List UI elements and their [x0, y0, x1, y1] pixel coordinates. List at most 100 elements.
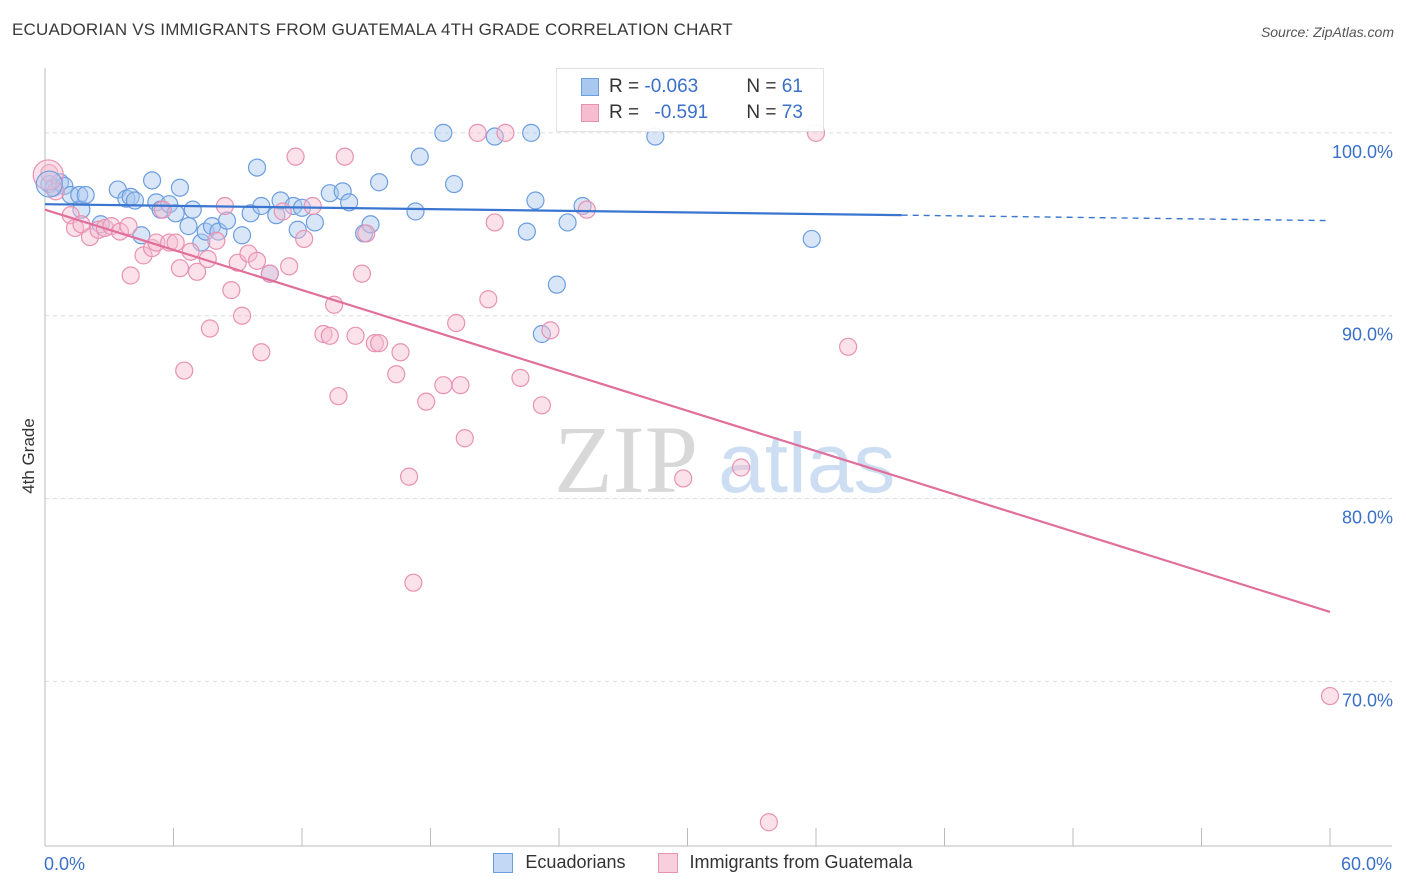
guatemala-point [295, 229, 314, 249]
ecuadorian-point [35, 170, 63, 198]
y-axis-label: 4th Grade [19, 418, 38, 494]
guatemala-point [577, 200, 596, 219]
ecuadorian-point [526, 191, 545, 210]
watermark-zip: ZIP [554, 406, 698, 513]
ecuadorian-point [183, 200, 202, 219]
guatemala-point [121, 266, 140, 285]
y-tick-label: 100.0% [1332, 142, 1393, 162]
guatemala-point [496, 123, 515, 142]
guatemala-point [200, 319, 220, 338]
chart-title: ECUADORIAN VS IMMIGRANTS FROM GUATEMALA … [12, 20, 733, 39]
ecuadorian-point [802, 229, 821, 249]
legend-swatch-ecuadorians [581, 78, 599, 96]
x-tick-label: 60.0% [1341, 854, 1392, 874]
guatemala-point [387, 365, 406, 384]
ecuadorian-point [305, 213, 324, 232]
guatemala-point [187, 262, 207, 281]
legend-swatch-ecuadorians [493, 852, 514, 873]
ecuadorian-point [340, 193, 359, 212]
series-legend: Ecuadorians Immigrants from Guatemala [0, 852, 1406, 873]
guatemala-point [357, 224, 376, 243]
guatemala-point [404, 573, 423, 592]
guatemala-point [399, 467, 419, 486]
ecuadorian-point [142, 171, 162, 190]
guatemala-point [280, 257, 299, 276]
guatemala-point [314, 324, 333, 344]
guatemala-point [303, 196, 322, 216]
ecuadorian-point [370, 173, 389, 192]
guatemala-point [541, 321, 560, 340]
guatemala-point [335, 147, 354, 166]
guatemala-point [40, 163, 59, 183]
guatemala-point [119, 217, 138, 236]
x-tick-label: 0.0% [44, 854, 85, 874]
legend-r-label: R = [609, 76, 645, 97]
ecuadorian-point [444, 174, 464, 194]
guatemala-point [455, 429, 474, 448]
guatemala-point [175, 361, 194, 380]
ecuadorian-trend-projection [901, 214, 1331, 222]
guatemala-point [839, 337, 858, 356]
guatemala-point [485, 213, 504, 232]
guatemala-point [273, 202, 292, 221]
ecuadorian-point [241, 204, 260, 223]
guatemala-point [759, 813, 778, 832]
legend-swatch-guatemala [657, 852, 678, 873]
legend-label-ecuadorians: Ecuadorians [525, 852, 626, 872]
legend-r-value: -0.591 [654, 102, 709, 123]
ecuadorian-point [361, 215, 380, 234]
gridlines [45, 132, 1392, 682]
source-label: Source: ZipAtlas.com [1260, 24, 1394, 40]
y-tick-label: 90.0% [1342, 325, 1393, 345]
guatemala-point [365, 334, 384, 353]
ecuadorian-point [288, 220, 307, 239]
legend-n-value: 61 [781, 76, 803, 97]
guatemala-point [329, 387, 348, 406]
guatemala-point [511, 368, 530, 387]
legend-item-guatemala[interactable]: Immigrants from Guatemala [657, 852, 913, 873]
legend-row-guatemala: R = -0.591 N = 73 [581, 101, 803, 125]
ecuadorian-point [517, 222, 536, 241]
legend-item-ecuadorians[interactable]: Ecuadorians [493, 852, 626, 873]
y-tick-label: 70.0% [1342, 690, 1393, 710]
y-tick-label: 80.0% [1342, 508, 1393, 528]
guatemala-point [447, 313, 466, 333]
guatemala-point [417, 392, 436, 411]
ecuadorian-point [232, 226, 252, 245]
guatemala-point [479, 290, 498, 309]
guatemala-point [370, 334, 389, 353]
axes [44, 68, 1392, 847]
guatemala-point [232, 306, 252, 325]
guatemala-point [346, 326, 365, 345]
guatemala-point [252, 343, 271, 362]
ecuadorian-point [547, 275, 566, 294]
ecuadorian-trend-line [44, 203, 902, 217]
legend-n-label: N = [746, 76, 782, 97]
legend-label-guatemala: Immigrants from Guatemala [689, 852, 913, 872]
ecuadorian-point [179, 217, 198, 236]
trend-lines [44, 203, 1331, 613]
guatemala-point [222, 281, 241, 300]
guatemala-point [170, 259, 190, 278]
ecuadorian-point [217, 211, 237, 230]
guatemala-point [468, 123, 487, 142]
ecuadorian-point [333, 182, 352, 201]
ecuadorian-point [170, 178, 190, 197]
guatemala-point [532, 396, 551, 415]
points-layer [32, 123, 1340, 832]
guatemala-point [391, 343, 410, 362]
guatemala-point [46, 182, 65, 201]
guatemala-point [320, 326, 339, 345]
guatemala-point [1320, 686, 1340, 706]
guatemala-point [352, 264, 372, 283]
ecuadorian-point [522, 123, 541, 142]
guatemala-point [247, 251, 267, 270]
guatemala-point [434, 376, 453, 395]
guatemala-point [32, 159, 64, 191]
legend-n-value: 73 [781, 102, 803, 123]
guatemala-point [451, 376, 470, 395]
ecuadorian-point [485, 127, 504, 146]
tick-labels: 70.0% 80.0% 90.0% 100.0% 0.0% 60.0% [44, 142, 1393, 874]
legend-n-label: N = [746, 102, 782, 123]
